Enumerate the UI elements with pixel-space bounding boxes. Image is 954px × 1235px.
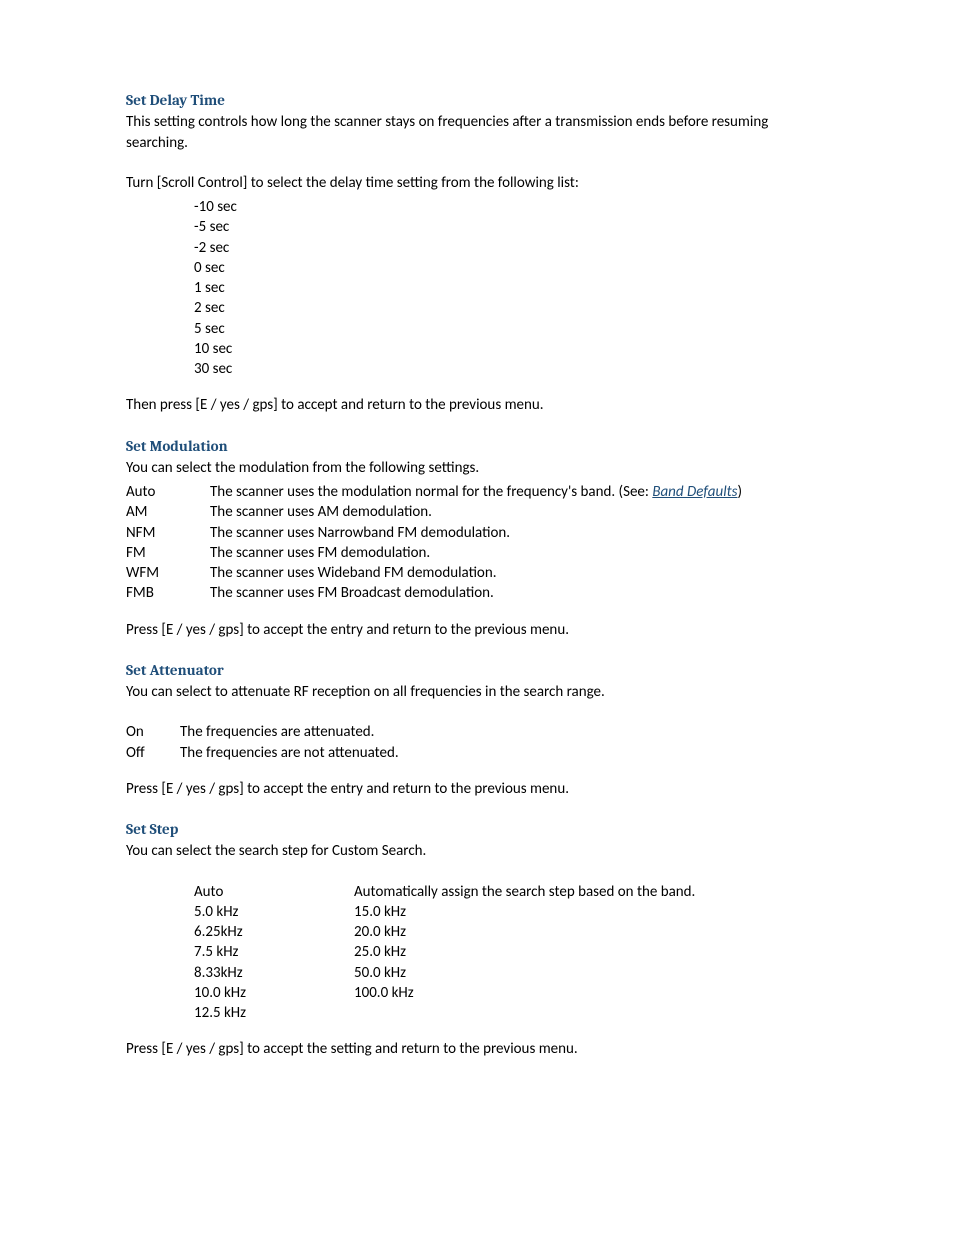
cell-a: Auto <box>194 882 354 902</box>
table-row: WFM The scanner uses Wideband FM demodul… <box>126 563 828 583</box>
list-item: 5 sec <box>194 319 828 339</box>
cell-a: 12.5 kHz <box>194 1003 354 1023</box>
body-text: Press [E / yes / gps] to accept the sett… <box>126 1039 828 1059</box>
heading-set-step: Set Step <box>126 819 828 839</box>
table-row: 10.0 kHz 100.0 kHz <box>194 983 828 1003</box>
cell-key: FM <box>126 543 210 563</box>
cell-a: 5.0 kHz <box>194 902 354 922</box>
body-text: Turn [Scroll Control] to select the dela… <box>126 173 828 193</box>
cell-val: The scanner uses the modulation normal f… <box>210 482 828 502</box>
body-text: This setting controls how long the scann… <box>126 112 828 153</box>
cell-b: 20.0 kHz <box>354 922 828 942</box>
modulation-table: Auto The scanner uses the modulation nor… <box>126 482 828 604</box>
cell-key: On <box>126 722 180 742</box>
body-text: You can select the modulation from the f… <box>126 458 828 478</box>
table-row: Auto The scanner uses the modulation nor… <box>126 482 828 502</box>
cell-b: 100.0 kHz <box>354 983 828 1003</box>
table-row: FM The scanner uses FM demodulation. <box>126 543 828 563</box>
document-page: Set Delay Time This setting controls how… <box>0 0 954 1124</box>
heading-set-delay-time: Set Delay Time <box>126 90 828 110</box>
body-text: You can select the search step for Custo… <box>126 841 828 861</box>
body-text: Press [E / yes / gps] to accept the entr… <box>126 779 828 799</box>
list-item: -10 sec <box>194 197 828 217</box>
cell-val: The scanner uses AM demodulation. <box>210 502 828 522</box>
list-item: -2 sec <box>194 238 828 258</box>
cell-val: The frequencies are not attenuated. <box>180 743 828 763</box>
cell-key: WFM <box>126 563 210 583</box>
list-item: 30 sec <box>194 359 828 379</box>
list-item: 10 sec <box>194 339 828 359</box>
cell-a: 8.33kHz <box>194 963 354 983</box>
cell-val: The scanner uses Wideband FM demodulatio… <box>210 563 828 583</box>
body-text: You can select to attenuate RF reception… <box>126 682 828 702</box>
list-item: 2 sec <box>194 298 828 318</box>
cell-val: The scanner uses FM Broadcast demodulati… <box>210 583 828 603</box>
cell-key: FMB <box>126 583 210 603</box>
cell-a: 10.0 kHz <box>194 983 354 1003</box>
cell-b: 15.0 kHz <box>354 902 828 922</box>
list-item: 0 sec <box>194 258 828 278</box>
cell-key: AM <box>126 502 210 522</box>
cell-val: The frequencies are attenuated. <box>180 722 828 742</box>
list-item: -5 sec <box>194 217 828 237</box>
table-row: 6.25kHz 20.0 kHz <box>194 922 828 942</box>
band-defaults-link[interactable]: Band Defaults <box>652 483 737 501</box>
cell-key: Off <box>126 743 180 763</box>
table-row: NFM The scanner uses Narrowband FM demod… <box>126 523 828 543</box>
table-row: 7.5 kHz 25.0 kHz <box>194 942 828 962</box>
cell-b <box>354 1003 828 1023</box>
delay-time-list: -10 sec -5 sec -2 sec 0 sec 1 sec 2 sec … <box>126 197 828 379</box>
cell-val: The scanner uses Narrowband FM demodulat… <box>210 523 828 543</box>
cell-key: Auto <box>126 482 210 502</box>
cell-a: 6.25kHz <box>194 922 354 942</box>
attenuator-table: On The frequencies are attenuated. Off T… <box>126 722 828 763</box>
table-row: On The frequencies are attenuated. <box>126 722 828 742</box>
table-row: 8.33kHz 50.0 kHz <box>194 963 828 983</box>
cell-key: NFM <box>126 523 210 543</box>
list-item: 1 sec <box>194 278 828 298</box>
step-table: Auto Automatically assign the search ste… <box>126 882 828 1024</box>
table-row: Auto Automatically assign the search ste… <box>194 882 828 902</box>
table-row: 12.5 kHz <box>194 1003 828 1023</box>
cell-val: The scanner uses FM demodulation. <box>210 543 828 563</box>
cell-b: Automatically assign the search step bas… <box>354 882 828 902</box>
body-text: Press [E / yes / gps] to accept the entr… <box>126 620 828 640</box>
heading-set-modulation: Set Modulation <box>126 436 828 456</box>
table-row: FMB The scanner uses FM Broadcast demodu… <box>126 583 828 603</box>
cell-b: 50.0 kHz <box>354 963 828 983</box>
table-row: AM The scanner uses AM demodulation. <box>126 502 828 522</box>
table-row: 5.0 kHz 15.0 kHz <box>194 902 828 922</box>
heading-set-attenuator: Set Attenuator <box>126 660 828 680</box>
cell-b: 25.0 kHz <box>354 942 828 962</box>
body-text: Then press [E / yes / gps] to accept and… <box>126 395 828 415</box>
table-row: Off The frequencies are not attenuated. <box>126 743 828 763</box>
cell-a: 7.5 kHz <box>194 942 354 962</box>
